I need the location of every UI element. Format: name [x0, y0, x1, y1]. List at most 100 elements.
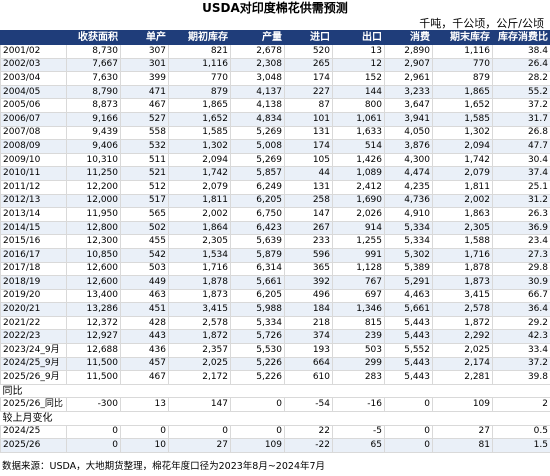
value-cell: 87	[284, 98, 333, 113]
table-row: 2025/26_9月 11,500 467 2,172 5,226 610 283 5,443…	[0, 370, 550, 385]
value-cell: 233	[284, 234, 333, 249]
row-label-cell: 2025/26	[0, 438, 67, 453]
value-cell: 6,314	[230, 261, 285, 277]
value-cell: 4,834	[230, 111, 285, 127]
value-cell: 184	[284, 302, 333, 317]
value-cell: 44	[284, 166, 333, 181]
header-cell-harvest-area: 收获面积	[66, 30, 121, 45]
value-cell: 2,094	[432, 139, 493, 154]
value-cell: 0	[66, 424, 121, 440]
row-label-cell: 2003/04	[0, 71, 67, 86]
value-cell: 5,443	[384, 370, 433, 385]
value-cell: 2,578	[168, 315, 231, 331]
value-cell: 4,474	[384, 166, 433, 181]
value-cell: 152	[332, 71, 385, 86]
value-cell: 218	[284, 315, 333, 331]
table-row: 2023/24_9月 12,688 436 2,357 5,530 193 503 5,552…	[0, 343, 550, 358]
value-cell: 27	[168, 438, 231, 453]
header-cell-stock-ratio: 库存消费比	[492, 30, 550, 45]
row-label-cell: 2009/10	[0, 152, 67, 168]
table-row: 2007/08 9,439 558 1,585 5,269 131 1,633 4,050 1,…	[0, 125, 550, 141]
value-cell: 109	[432, 397, 493, 413]
value-cell: 1,872	[432, 315, 493, 331]
value-cell: 2,025	[432, 343, 493, 358]
value-cell: 1,742	[432, 152, 493, 168]
value-cell: 1,652	[432, 98, 493, 113]
value-cell: 455	[120, 234, 169, 249]
value-cell: 81	[432, 438, 493, 453]
table-row: 2005/06 8,873 467 1,865 4,138 87 800 3,647 1,652…	[0, 98, 550, 113]
section-yoy: 同比	[0, 383, 550, 399]
value-cell: 0	[168, 424, 231, 440]
value-cell: 503	[120, 261, 169, 277]
value-cell: 1,716	[168, 261, 231, 277]
table-row: 2025/26 0 10 27 109 -22 65 0 81 1.5	[0, 438, 550, 453]
value-cell: 879	[432, 71, 493, 86]
value-cell: 3,647	[384, 98, 433, 113]
value-cell: 3,048	[230, 71, 285, 86]
value-cell: 767	[332, 275, 385, 290]
value-cell: 0	[66, 438, 121, 453]
value-cell: 1,873	[168, 288, 231, 304]
value-cell: 3,941	[384, 111, 433, 127]
value-cell: 463	[120, 288, 169, 304]
table-row: 2001/02 8,730 307 821 2,678 520 13 2,890 1,116 38…	[0, 44, 550, 59]
value-cell: 5,226	[230, 356, 285, 372]
value-cell: 5,334	[384, 220, 433, 236]
value-cell: 542	[120, 247, 169, 263]
value-cell: 27.3	[492, 247, 550, 263]
table-row: 2016/17 10,850 542 1,534 5,879 596 991 5,302 1,7…	[0, 247, 550, 263]
table-row: 2018/19 12,600 449 1,878 5,661 392 767 5,291 1,8…	[0, 275, 550, 290]
value-cell: 1,426	[332, 152, 385, 168]
value-cell: 2,305	[168, 234, 231, 249]
value-cell: 301	[120, 57, 169, 73]
value-cell: 29.2	[492, 315, 550, 331]
value-cell: 29.8	[492, 261, 550, 277]
value-cell: 1,302	[432, 125, 493, 141]
value-cell: 37.2	[492, 356, 550, 372]
value-cell: 30.4	[492, 152, 550, 168]
value-cell: 4,736	[384, 193, 433, 209]
value-cell: 283	[332, 370, 385, 385]
value-cell: 5,389	[384, 261, 433, 277]
table-row: 2009/10 10,310 511 2,094 5,269 105 1,426 4,300 1…	[0, 152, 550, 168]
table-row: 2024/25_9月 11,500 457 2,025 5,226 664 299 5,443…	[0, 356, 550, 372]
value-cell: 2	[492, 397, 550, 413]
value-cell: 9,439	[66, 125, 121, 141]
value-cell: 227	[284, 84, 333, 100]
table-row: 2015/16 12,300 455 2,305 5,639 233 1,255 5,334 1…	[0, 234, 550, 249]
value-cell: 26.8	[492, 125, 550, 141]
value-cell: 2,079	[168, 179, 231, 195]
value-cell: 1,873	[432, 275, 493, 290]
value-cell: 22	[284, 424, 333, 440]
value-cell: 7,630	[66, 71, 121, 86]
value-cell: 25.1	[492, 179, 550, 195]
value-cell: 30.9	[492, 275, 550, 290]
row-label-cell: 2012/13	[0, 193, 67, 209]
value-cell: 2,079	[432, 166, 493, 181]
table-row: 2024/25 0 0 0 0 22 -5 0 27 0.5	[0, 424, 550, 440]
value-cell: 37.2	[492, 98, 550, 113]
value-cell: 8,730	[66, 44, 121, 59]
value-cell: 1,811	[432, 179, 493, 195]
value-cell: 23.4	[492, 234, 550, 249]
value-cell: 1,116	[168, 57, 231, 73]
supply-demand-table: 收获面积 单产 期初库存 产量 进口 出口 消费 期末库存 库存消费比 2001…	[0, 30, 550, 453]
value-cell: 0	[384, 424, 433, 440]
value-cell: 502	[120, 220, 169, 236]
value-cell: 374	[284, 329, 333, 345]
value-cell: 1,872	[168, 329, 231, 345]
row-label-cell: 2018/19	[0, 275, 67, 290]
row-label-cell: 2006/07	[0, 111, 67, 127]
value-cell: 12,600	[66, 275, 121, 290]
value-cell: 101	[284, 111, 333, 127]
value-cell: 1,588	[432, 234, 493, 249]
value-cell: 6,249	[230, 179, 285, 195]
header-cell-year	[0, 30, 67, 45]
value-cell: 2,026	[332, 207, 385, 222]
row-label-cell: 2013/14	[0, 207, 67, 222]
value-cell: 0	[230, 397, 285, 413]
value-cell: 1,878	[432, 261, 493, 277]
value-cell: 2,025	[168, 356, 231, 372]
